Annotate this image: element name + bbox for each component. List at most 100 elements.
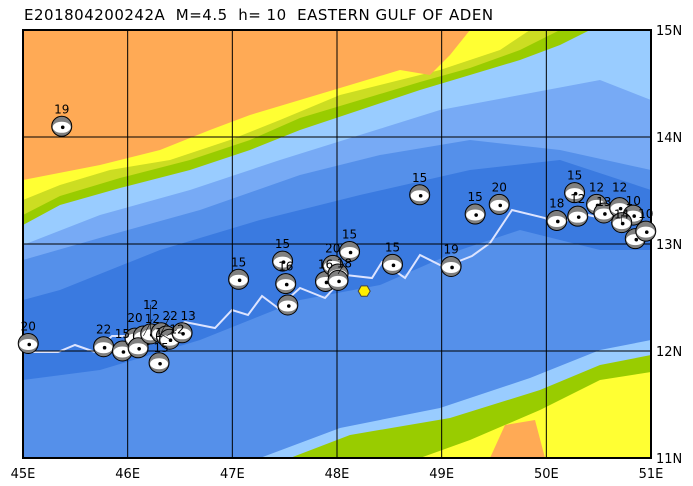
lon-label: 45E <box>11 467 36 482</box>
land-orange-north <box>23 30 470 180</box>
event-depth-label: 22 <box>96 323 111 337</box>
lon-label: 48E <box>325 467 350 482</box>
focal-mechanism-beachball[interactable] <box>275 273 297 295</box>
event-depth-label: 19 <box>443 242 458 256</box>
lat-label: 12N <box>656 345 682 360</box>
beachball-center-dot <box>60 125 65 130</box>
event-depth-label: 12 <box>143 298 158 312</box>
beachball-center-dot <box>348 250 353 255</box>
focal-mechanism-beachball[interactable] <box>339 240 361 262</box>
beachball-center-dot <box>287 304 291 308</box>
beachball-center-dot <box>324 280 329 285</box>
focal-mechanism-beachball[interactable] <box>546 209 568 231</box>
beachball-center-dot <box>573 191 578 196</box>
epicenter-hexagon-icon[interactable] <box>357 285 371 297</box>
focal-mechanism-beachball[interactable] <box>635 220 657 242</box>
land-orange-south <box>490 420 545 458</box>
focal-mechanism-beachball[interactable] <box>51 115 73 137</box>
label-leader-line <box>337 263 345 275</box>
beachball-center-dot <box>498 203 503 208</box>
event-depth-label: 16 <box>278 260 293 274</box>
lon-label: 50E <box>534 467 559 482</box>
beachball-center-dot <box>121 350 126 354</box>
event-depth-label: 19 <box>54 102 69 116</box>
label-leader-line <box>160 315 171 333</box>
beachball-center-dot <box>632 214 637 218</box>
event-depth-label: 22 <box>163 309 178 323</box>
beachball-center-dot <box>418 193 423 198</box>
beachball-center-dot <box>281 260 286 264</box>
event-depth-label: 15 <box>275 237 290 251</box>
lon-label: 46E <box>115 467 140 482</box>
beachball-center-dot <box>337 279 341 284</box>
event-depth-label: 15 <box>468 190 483 204</box>
focal-mechanism-beachball[interactable] <box>381 253 403 275</box>
beachball-center-dot <box>620 221 625 226</box>
focal-mechanism-beachball[interactable] <box>593 202 615 224</box>
event-depth-label: 13 <box>180 309 195 323</box>
beachball-center-dot <box>181 332 185 336</box>
event-depth-label: 13 <box>596 195 611 209</box>
focal-mechanism-beachball[interactable] <box>127 337 149 359</box>
event-depth-label: 12 <box>570 192 585 206</box>
event-depth-label: 15 <box>567 169 582 183</box>
event-depth-label: 10 <box>638 207 653 221</box>
lat-label: 11N <box>656 452 682 467</box>
event-depth-label: 12 <box>589 180 604 194</box>
beachball-center-dot <box>391 263 396 268</box>
focal-mechanism-beachball[interactable] <box>277 294 299 316</box>
event-depth-label: 16 <box>318 257 333 271</box>
event-depth-label: 15 <box>115 327 130 341</box>
focal-mechanism-beachball[interactable] <box>567 205 589 227</box>
event-depth-label: 14 <box>614 208 629 222</box>
focal-mechanism-beachball[interactable] <box>148 352 170 374</box>
focal-mechanism-beachball[interactable] <box>464 203 486 225</box>
event-depth-label: 18 <box>549 196 564 210</box>
lon-label: 51E <box>639 467 664 482</box>
focal-mechanism-beachball[interactable] <box>409 184 431 206</box>
beachball-center-dot <box>168 338 173 343</box>
focal-mechanism-beachball[interactable] <box>93 336 115 358</box>
beachball-center-dot <box>102 345 107 350</box>
event-depth-label: 15 <box>231 255 246 269</box>
land-yellow-south <box>420 372 651 458</box>
beachball-center-dot <box>137 346 141 351</box>
event-depth-label: 1 <box>155 326 163 340</box>
lon-label: 49E <box>429 467 454 482</box>
event-depth-label: 12 <box>169 323 184 337</box>
beachball-center-dot <box>450 265 454 270</box>
focal-mechanism-beachball[interactable] <box>488 193 510 215</box>
focal-mechanism-beachball[interactable] <box>171 322 193 344</box>
beachball-center-dot <box>556 219 560 224</box>
event-depth-label: 15 <box>385 240 400 254</box>
beachball-center-dot <box>474 213 478 217</box>
label-leader-line <box>158 332 170 340</box>
lat-label: 13N <box>656 238 682 253</box>
lat-label: 14N <box>656 131 682 146</box>
event-depth-label: 15 <box>412 171 427 185</box>
event-depth-label: 10 <box>626 194 641 208</box>
event-depth-label: 20 <box>127 311 142 325</box>
event-depth-label: 20 <box>21 320 36 334</box>
focal-mechanism-beachball[interactable] <box>564 182 586 204</box>
beachball-center-dot <box>27 342 32 347</box>
focal-mechanism-beachball[interactable] <box>327 269 349 291</box>
event-depth-label: 20 <box>492 180 507 194</box>
lat-label: 15N <box>656 24 682 39</box>
beachball-center-dot <box>644 230 649 234</box>
beachball-center-dot <box>158 361 162 366</box>
lon-label: 47E <box>220 467 245 482</box>
focal-mechanism-beachball[interactable] <box>228 268 250 290</box>
beachball-center-dot <box>618 206 623 211</box>
focal-mechanism-beachball[interactable] <box>440 255 462 277</box>
event-depth-label: 15 <box>154 341 169 355</box>
focal-mechanism-beachball[interactable] <box>272 250 294 272</box>
beachball-center-dot <box>237 278 242 283</box>
event-depth-label: 15 <box>342 227 357 241</box>
focal-mechanism-beachball[interactable] <box>17 333 39 355</box>
beachball-center-dot <box>634 237 639 242</box>
